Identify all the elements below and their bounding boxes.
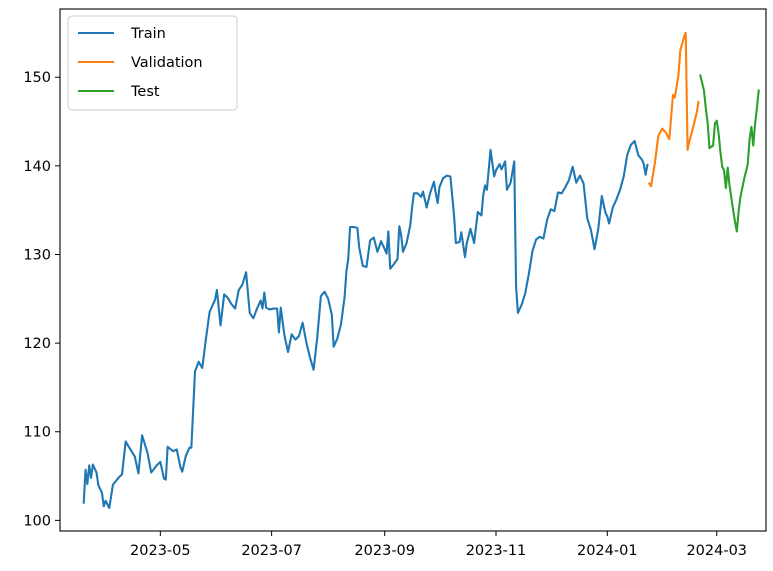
x-tick-label: 2023-09 — [354, 543, 415, 559]
series-line-train — [82, 140, 649, 510]
series-line-test — [699, 74, 760, 233]
x-tick-label: 2024-03 — [686, 543, 747, 559]
series-lines — [82, 31, 760, 510]
y-tick-label: 120 — [23, 336, 51, 352]
legend-box — [67, 15, 238, 111]
x-tick-label: 2024-01 — [577, 543, 638, 559]
x-axis-ticks: 2023-05 2023-07 2023-09 2023-11 2024-01 2024-… — [130, 531, 747, 559]
series-line-validation — [647, 31, 700, 188]
y-tick-label: 110 — [23, 425, 51, 441]
y-tick-label: 130 — [23, 247, 51, 263]
axes-frame — [59, 8, 767, 532]
legend-label-test: Test — [130, 84, 160, 100]
x-tick-label: 2023-05 — [130, 543, 191, 559]
x-tick-label: 2023-07 — [241, 543, 302, 559]
legend-label-validation: Validation — [131, 55, 203, 71]
y-tick-label: 150 — [23, 70, 51, 86]
legend-label-train: Train — [130, 26, 166, 42]
y-axis-ticks: 100 110 120 130 140 150 — [23, 70, 60, 529]
legend: Train Validation Test — [67, 15, 238, 111]
y-tick-label: 100 — [23, 513, 51, 529]
y-tick-label: 140 — [23, 159, 51, 175]
x-tick-label: 2023-11 — [466, 543, 527, 559]
